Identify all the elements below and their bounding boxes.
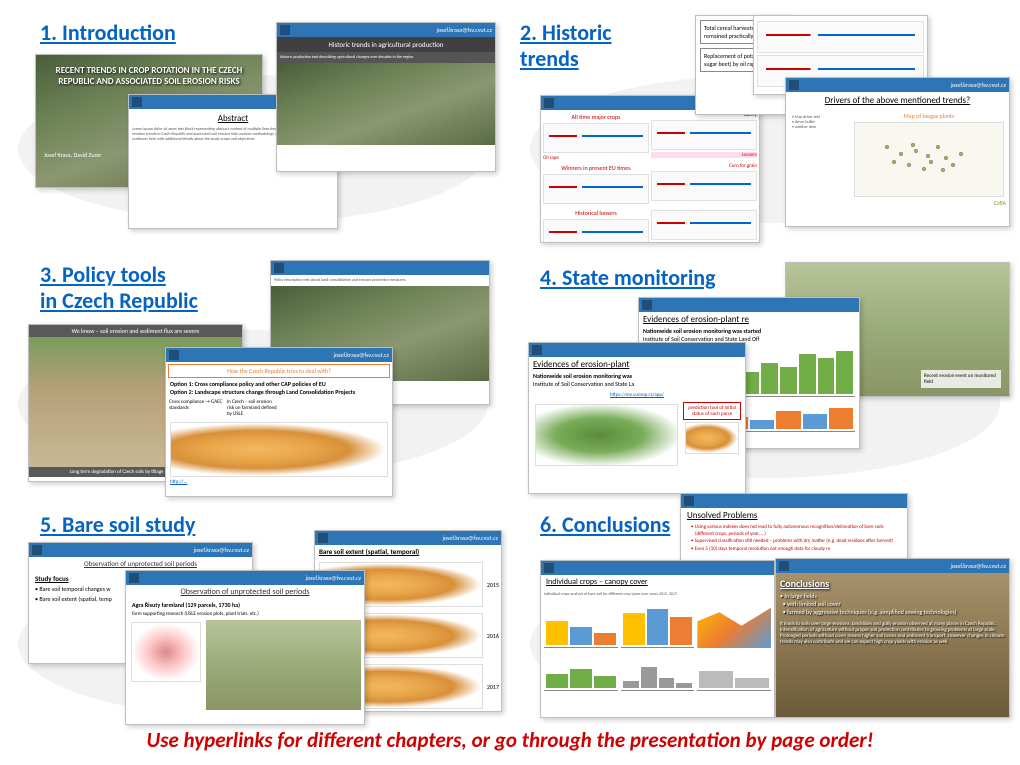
section-monitoring: 4. State monitoring xyxy=(540,265,716,291)
link-conclusions[interactable]: 6. Conclusions xyxy=(540,511,670,538)
concl-title: Unsolved Problems xyxy=(681,508,907,523)
slide-intro-trends: josef.krasa@fsv.cvut.cz Historic trends … xyxy=(276,22,496,172)
field-caption: Recent erosion event on monitored field xyxy=(921,370,1001,388)
monitor-sub: Nationwide soil erosion monitoring was s… xyxy=(643,327,761,335)
chart-label: Loosers xyxy=(651,152,757,158)
monitor-title: Evidences of erosion-plant re xyxy=(639,312,859,327)
slide-concl-final: josef.krasa@fsv.cvut.cz Conclusions • In… xyxy=(775,558,1010,718)
slide-authors: Josef Krasa, David Zumr xyxy=(44,151,101,159)
policy-sub: In Czech – soil erosion risk on farmland… xyxy=(227,399,277,417)
link-bare-soil[interactable]: 5. Bare soil study xyxy=(40,511,195,538)
bare-ext-title: Bare soil extent (spatial, temporal) xyxy=(315,545,501,558)
bare-bullet: Bare soil temporal changes w xyxy=(39,585,110,593)
concl-bullet: with limited soil cover xyxy=(787,600,841,608)
concl-crops-title: Individual crops – canopy cover xyxy=(541,575,774,589)
slide-concl-crops: Individual crops – canopy cover Individu… xyxy=(540,560,775,718)
concl-point: Using various indexes does not lead to f… xyxy=(695,524,884,530)
trends-heading: Historic trends in agricultural producti… xyxy=(277,37,495,52)
monitor-link[interactable]: https://me.vumop.cz/app/ xyxy=(529,388,745,402)
policy-banner: We know – soil erosion and sediment flux… xyxy=(29,325,242,337)
monitor-sub: Nationwide soil erosion monitoring was xyxy=(533,372,632,380)
monitor-title: Evidences of erosion-plant xyxy=(529,357,745,372)
concl-point: Even 5 (10) days temporal resolution not… xyxy=(695,546,831,552)
link-policy-tools[interactable]: 3. Policy toolsin Czech Republic xyxy=(40,261,198,314)
bare-agra: Agra Řisuty farmland (129 parcels, 1730 … xyxy=(132,601,240,609)
slide-bare-obs2: josef.krasa@fsv.cvut.cz Observation of u… xyxy=(125,570,365,725)
chart-label: Winners in present EU times xyxy=(543,164,649,172)
monitor-redbox: prediction tool of initial status of eac… xyxy=(683,402,741,420)
link-state-monitoring[interactable]: 4. State monitoring xyxy=(540,264,716,291)
section-intro: 1. Introduction xyxy=(40,20,176,46)
section-bare-soil: 5. Bare soil study xyxy=(40,512,195,538)
policy-text: Policy description text about land conso… xyxy=(271,275,489,286)
concl-final-title: Conclusions xyxy=(780,577,1005,590)
year-label: 2017 xyxy=(487,683,499,691)
trends-text: Historic production text describing agri… xyxy=(277,52,495,63)
bare-bullet: Bare soil extent (spatial, temp xyxy=(39,595,111,603)
monitor-sub: Institute of Soil Conservation and State… xyxy=(529,380,745,388)
drivers-title: Drivers of the above mentioned trends? xyxy=(789,95,1006,106)
slide-hist-charts: All time major crops Oil rape Barley Loo… xyxy=(540,95,760,243)
slide-title: RECENT TRENDS IN CROP ROTATION IN THE CZ… xyxy=(44,65,254,87)
footer-instruction: Use hyperlinks for different chapters, o… xyxy=(0,727,1020,753)
bare-title: Observation of unprotected soil periods xyxy=(29,559,252,568)
concl-bullet: In large fields xyxy=(784,592,816,600)
chart-label: All time major crops xyxy=(543,113,649,121)
section-policy: 3. Policy toolsin Czech Republic xyxy=(40,262,198,315)
concl-point: Supervised classification still needed –… xyxy=(695,538,893,544)
section-conclusions: 6. Conclusions xyxy=(540,512,670,538)
chart-label: Oil rape xyxy=(543,155,649,161)
policy-orange-title: How the Czech Republic tries to deal wit… xyxy=(168,364,390,378)
policy-opt: Option 1: Cross compliance policy and ot… xyxy=(166,380,392,388)
chart-label: Historical loosers xyxy=(543,209,649,217)
concl-body: It leads to soils over large erosions, l… xyxy=(780,618,1005,645)
policy-link: http://... xyxy=(166,479,392,485)
chart-label: Corn for grain xyxy=(651,163,757,169)
slide-monitor-ev1: Evidences of erosion-plant Nationwide so… xyxy=(528,342,746,494)
policy-opt: Option 2: Landscape structure change thr… xyxy=(166,388,392,396)
map-label: Map of biogas plants xyxy=(852,112,1006,120)
link-introduction[interactable]: 1. Introduction xyxy=(40,19,176,46)
drivers-text: • Map driver text• driver bullet• anothe… xyxy=(789,112,849,207)
policy-sub: Cross compliance → GAEC standards xyxy=(169,399,224,411)
slide-hist-drivers: josef.krasa@fsv.cvut.cz Drivers of the a… xyxy=(785,77,1010,227)
section-historic: 2. Historictrends xyxy=(520,20,611,73)
concl-bullet: farmed by aggressive techniques (e.g. si… xyxy=(787,608,956,616)
slide-policy-options: josef.krasa@fsv.cvut.cz How the Czech Re… xyxy=(165,347,393,497)
year-label: 2015 xyxy=(487,581,499,589)
bare-title: Observation of unprotected soil periods xyxy=(126,587,364,597)
link-historic-trends[interactable]: 2. Historictrends xyxy=(520,19,611,72)
concl-crops-text: Individual crops analysis of bare soil f… xyxy=(541,589,774,600)
year-label: 2016 xyxy=(487,632,499,640)
